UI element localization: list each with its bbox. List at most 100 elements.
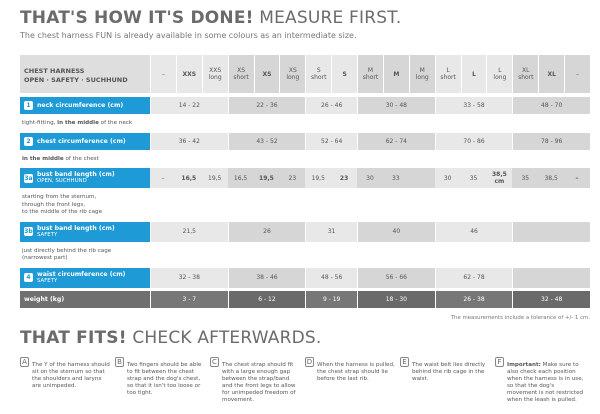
subtitle: The chest harness FUN is already availab…	[20, 31, 357, 40]
value-cell: 38,5	[538, 168, 565, 188]
value-cell: 48 - 70	[512, 97, 590, 114]
note-line: (narrowest part)	[22, 255, 150, 263]
column-header: –	[150, 55, 176, 93]
value-cell: 30	[434, 168, 461, 188]
label: bust band length (cm)	[37, 224, 115, 232]
step-body: Two fingers should be able to fit betwee…	[127, 362, 202, 396]
value-cell: 26 - 38	[434, 290, 513, 308]
step-text: Two fingers should be able to fit betwee…	[127, 362, 206, 397]
row-note: tight-fitting, in the middle of the neck	[20, 120, 150, 128]
note-line: tight-fitting, in the middle of the neck	[22, 120, 150, 128]
size: –	[161, 70, 165, 78]
size: XS	[288, 67, 297, 74]
note-line: through the front legs,	[22, 202, 150, 210]
value-cell: 62 - 74	[357, 132, 435, 150]
step-text: When the harness is pulled, the chest st…	[317, 362, 396, 383]
column-header: M	[382, 55, 409, 93]
value-cell: 19,5	[253, 168, 280, 188]
size: –	[576, 70, 580, 78]
column-header: XL	[538, 55, 565, 93]
column-header: –	[564, 55, 590, 93]
size: M	[393, 70, 400, 78]
value-cell: 6 - 12	[227, 290, 306, 308]
column-header: XS long	[279, 55, 306, 93]
label-text: bust band length (cm) OPEN, SUCHHUND	[37, 171, 115, 185]
step-letter: C	[210, 357, 219, 367]
size: XXS	[182, 70, 197, 78]
value-cell	[408, 168, 435, 188]
value-cell: 33	[382, 168, 409, 188]
value-cell: 33 - 58	[434, 97, 513, 114]
size: L	[498, 67, 502, 74]
step-body: The Y of the harness should sit on the s…	[32, 362, 110, 389]
size: M	[419, 67, 425, 74]
note-line: starting from the sternum,	[22, 194, 150, 202]
sublabel: OPEN, SUCHHUND	[37, 178, 87, 184]
value-cell: 21,5	[150, 221, 228, 242]
column-header: XXS long	[201, 55, 228, 93]
table-title: CHEST HARNESS	[24, 67, 85, 75]
label: bust band length (cm)	[37, 171, 115, 178]
value-cell	[512, 221, 590, 242]
value-cell: 43 - 52	[227, 132, 306, 150]
row-note: just directly behind the rib cage (narrow…	[20, 248, 150, 263]
value-cell: 78 - 96	[512, 132, 590, 150]
size-variant: long	[493, 74, 507, 81]
value-cell: 31	[305, 221, 358, 242]
row-label: 1 neck circumference (cm)	[20, 97, 150, 114]
label: waist circumference (cm)	[37, 270, 126, 278]
row-label: 3a bust band length (cm) OPEN, SUCHHUND	[20, 168, 150, 188]
step-letter: F	[495, 357, 504, 367]
value-cell: 26 - 46	[305, 97, 358, 114]
size-variant: short	[440, 74, 456, 81]
size: S	[342, 70, 347, 78]
value-cell: 30	[357, 168, 383, 188]
value-cell: 32 - 38	[150, 267, 228, 288]
note-text: through the front legs,	[22, 201, 86, 208]
label-text: weight (kg)	[24, 296, 64, 303]
step-letter: B	[115, 357, 124, 367]
value-cell: 19,5	[305, 168, 332, 188]
value-cell: 70 - 86	[434, 132, 513, 150]
size-variant: short	[233, 74, 249, 81]
header-cell	[20, 55, 150, 93]
value-cell: 26	[227, 221, 306, 242]
size: XS	[262, 70, 272, 78]
size: XL	[522, 67, 530, 74]
step-letter: E	[400, 357, 409, 367]
step-text: Important: Make sure to also check each …	[507, 362, 586, 404]
size: S	[316, 67, 321, 74]
size-variant: short	[362, 74, 379, 81]
label: chest circumference (cm)	[37, 137, 126, 145]
size: M	[367, 67, 374, 74]
value-cell: 19,5	[201, 168, 228, 188]
label-text: bust band length (cm) SAFETY	[37, 225, 115, 239]
value-cell: 16,5	[227, 168, 254, 188]
step-body: The chest strap should fit with a large …	[222, 362, 296, 403]
value-cell: 32 - 48	[512, 290, 590, 308]
section-title-light: CHECK AFTERWARDS.	[126, 328, 322, 348]
note-line: just directly behind the rib cage	[22, 248, 150, 256]
column-header: S	[331, 55, 358, 93]
row-label: weight (kg)	[20, 290, 150, 308]
column-header: XS short	[227, 55, 254, 93]
section-title-bold: THAT FITS!	[20, 328, 127, 348]
sublabel: SAFETY	[37, 277, 58, 284]
note-text: (narrowest part)	[22, 255, 68, 261]
note-text: of the chest	[63, 155, 99, 162]
footnote: The measurements include a tolerance of …	[450, 314, 590, 321]
step-text: The waist belt lies directly behind the …	[412, 362, 491, 383]
size: XXS	[209, 67, 222, 74]
value-cell: 46	[434, 221, 513, 242]
note-text: of the neck	[98, 120, 133, 126]
value-cell: –	[564, 168, 590, 188]
label: neck circumference (cm)	[37, 102, 124, 109]
value-cell: 3 - 7	[150, 290, 228, 308]
value-cell: 35	[460, 168, 487, 188]
size: XS	[237, 67, 246, 74]
